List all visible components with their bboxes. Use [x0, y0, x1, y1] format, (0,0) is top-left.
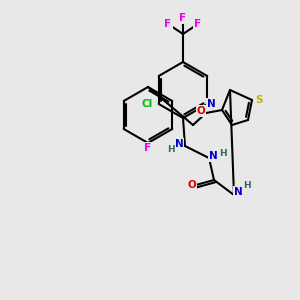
Text: N: N [234, 187, 242, 197]
Text: F: F [194, 19, 202, 29]
Text: H: H [167, 146, 175, 154]
Text: N: N [208, 151, 217, 161]
Text: F: F [144, 143, 152, 153]
Text: N: N [175, 139, 183, 149]
Text: N: N [207, 99, 216, 109]
Text: H: H [219, 149, 227, 158]
Text: S: S [255, 95, 263, 105]
Text: H: H [243, 182, 251, 190]
Text: O: O [196, 106, 206, 116]
Text: O: O [188, 180, 196, 190]
Text: Cl: Cl [141, 99, 152, 109]
Text: F: F [164, 19, 172, 29]
Text: F: F [179, 13, 187, 23]
